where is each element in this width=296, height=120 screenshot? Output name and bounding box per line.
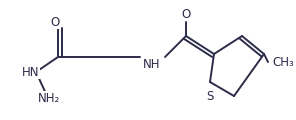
Text: NH: NH <box>143 57 161 71</box>
Text: O: O <box>181 7 191 21</box>
Text: O: O <box>50 15 59 29</box>
Text: NH₂: NH₂ <box>38 91 60 105</box>
Text: CH₃: CH₃ <box>272 55 294 69</box>
Text: S: S <box>206 90 214 102</box>
Text: HN: HN <box>22 66 39 78</box>
